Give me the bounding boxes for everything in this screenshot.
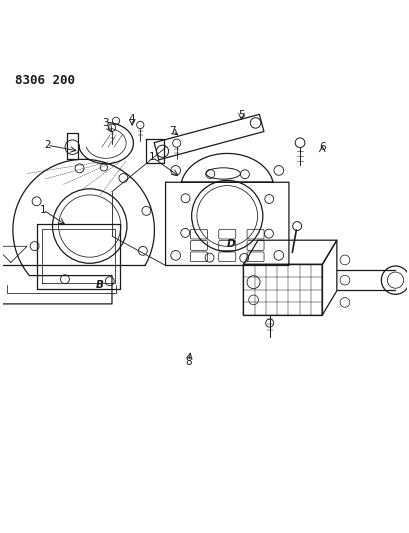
- Text: B: B: [96, 280, 103, 290]
- Text: 2: 2: [44, 140, 50, 150]
- Text: D: D: [227, 239, 235, 249]
- Text: 1: 1: [149, 152, 155, 163]
- Text: 1: 1: [40, 205, 46, 215]
- Text: 6: 6: [318, 142, 325, 152]
- Text: 3: 3: [102, 118, 109, 128]
- Text: 7: 7: [169, 126, 175, 136]
- Text: 8: 8: [185, 357, 192, 367]
- Text: 5: 5: [238, 110, 244, 120]
- Text: 4: 4: [128, 114, 135, 124]
- Text: 8306 200: 8306 200: [15, 75, 75, 87]
